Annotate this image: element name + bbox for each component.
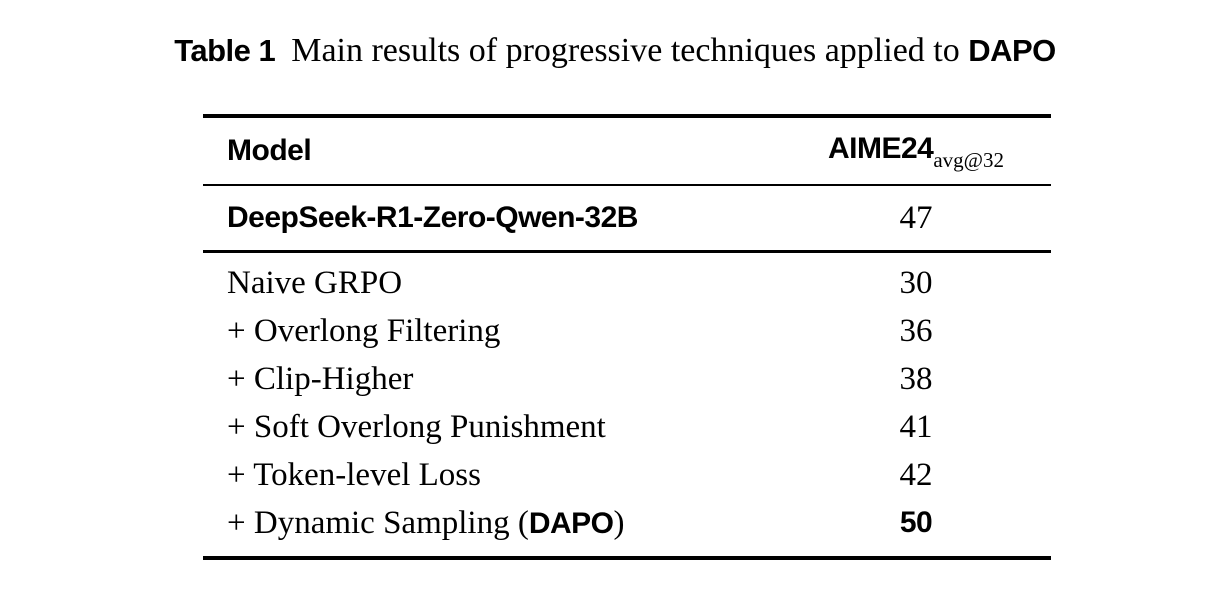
table-top-rule xyxy=(203,114,1051,118)
row-technique-label: + Token-level Loss xyxy=(227,456,481,493)
table-row: Naive GRPO 30 xyxy=(203,259,1051,307)
table-section-rule xyxy=(203,250,1051,253)
caption-emph: DAPO xyxy=(968,33,1056,68)
column-header-model: Model xyxy=(227,134,312,167)
row-score-value: 30 xyxy=(899,264,933,301)
table-header-row: Model AIME24avg@32 xyxy=(203,118,1051,184)
baseline-model-score: 47 xyxy=(899,199,933,236)
table-body: Naive GRPO 30 + Overlong Filtering 36 + Clip… xyxy=(203,253,1051,556)
table-header-rule xyxy=(203,184,1051,186)
row-technique-label: + Clip-Higher xyxy=(227,360,414,397)
table-bottom-rule xyxy=(203,556,1051,560)
table-row: + Overlong Filtering 36 xyxy=(203,307,1051,355)
table-caption: Table 1 Main results of progressive techn… xyxy=(0,31,1230,71)
row-technique-label: + Overlong Filtering xyxy=(227,312,501,349)
row-label-emphasis: DAPO xyxy=(528,506,614,540)
table-row: + Clip-Higher 38 xyxy=(203,355,1051,403)
row-technique-label: Naive GRPO xyxy=(227,264,403,301)
caption-tag: Table 1 xyxy=(174,33,276,68)
metric-name: AIME24 xyxy=(827,131,934,165)
table-row: + Token-level Loss 42 xyxy=(203,451,1051,499)
table-row: + Dynamic Sampling (DAPO) 50 xyxy=(203,499,1051,547)
row-label-suffix: ) xyxy=(613,504,625,541)
caption-text: Main results of progressive techniques a… xyxy=(291,32,960,69)
results-table: Model AIME24avg@32 DeepSeek-R1-Zero-Qwen… xyxy=(203,114,1051,560)
row-score-value: 38 xyxy=(899,360,933,397)
baseline-model-row: DeepSeek-R1-Zero-Qwen-32B 47 xyxy=(203,186,1051,250)
baseline-model-name: DeepSeek-R1-Zero-Qwen-32B xyxy=(227,201,638,234)
metric-subscript: avg@32 xyxy=(933,147,1005,172)
column-header-metric: AIME24avg@32 xyxy=(781,131,1051,172)
row-technique-label: + Soft Overlong Punishment xyxy=(227,408,606,445)
row-score-value: 41 xyxy=(899,408,933,445)
row-score-value: 50 xyxy=(899,506,933,539)
table-row: + Soft Overlong Punishment 41 xyxy=(203,403,1051,451)
row-score-value: 36 xyxy=(899,312,933,349)
row-technique-label: + Dynamic Sampling (DAPO) xyxy=(203,505,781,542)
row-score-value: 42 xyxy=(899,456,933,493)
row-label-prefix: + Dynamic Sampling ( xyxy=(227,504,529,541)
